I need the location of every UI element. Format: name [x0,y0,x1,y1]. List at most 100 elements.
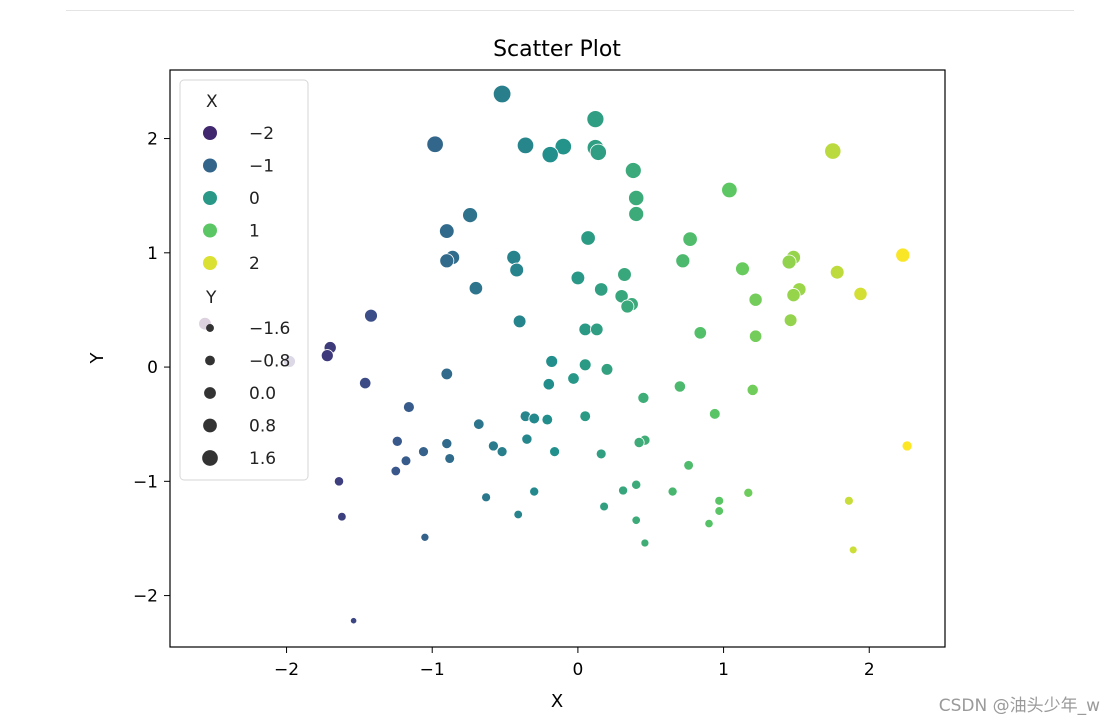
legend-size-entries: −1.6 −0.8 0.0 0.8 1.6 [202,319,290,469]
data-point [617,267,632,282]
x-tick-label: 2 [864,660,875,680]
data-point [529,486,540,497]
data-point [439,253,455,269]
data-point [439,223,455,239]
data-point [620,299,635,314]
legend-hue-marker [203,158,217,173]
data-point [359,376,372,390]
data-point [824,142,842,160]
data-point [487,440,499,452]
data-point [599,501,609,512]
data-point [496,446,508,458]
data-point [693,326,707,340]
plot-frame [169,69,946,648]
legend-hue-entries: −2 −1 0 1 2 [203,124,274,274]
watermark: CSDN @油头少年_w [938,696,1100,716]
data-point [420,532,430,542]
data-point [675,253,691,269]
data-point [640,538,650,548]
legend-size-marker [203,418,217,433]
data-point [673,380,686,393]
data-point [848,545,858,555]
data-point [554,137,572,156]
data-point [426,135,444,153]
data-point [844,495,854,506]
data-point [541,413,554,426]
x-tick-label: −1 [420,660,445,680]
legend-size-marker [202,450,218,466]
data-point [748,329,763,343]
data-point [481,492,492,503]
data-point [748,292,763,307]
data-point [509,262,525,278]
data-point [633,436,645,448]
y-axis: −2 −1 0 1 2 [133,130,170,607]
legend-hue-marker [203,256,217,270]
data-point [567,372,580,385]
data-point [786,288,801,303]
data-point [468,281,484,296]
data-point [590,322,604,337]
data-point [637,391,650,404]
top-divider [66,10,1074,11]
data-point [901,440,913,452]
data-point [683,460,694,471]
data-point [600,363,614,376]
legend-size-label: 0.8 [249,417,276,437]
legend-box [179,79,309,481]
legend-hue-label: −1 [249,157,274,177]
legend-size-title: Y [205,288,217,308]
data-point [570,270,586,286]
data-point [528,412,540,425]
data-points [198,84,913,625]
data-point [521,433,533,445]
data-point [579,410,591,422]
data-point [714,506,724,516]
legend-size-marker [206,324,214,332]
data-point [667,486,678,497]
y-axis-label: Y [87,352,108,365]
data-point [589,143,607,161]
data-point [513,509,523,520]
y-tick-label: 1 [147,244,158,264]
data-point [624,162,642,179]
data-point [829,264,845,280]
x-tick-label: −2 [274,660,299,680]
legend-hue-label: 1 [249,222,260,242]
legend-hue-marker [203,223,217,238]
data-point [628,206,645,222]
y-tick-label: −2 [133,587,158,607]
data-point [541,146,559,164]
x-axis-label: X [551,691,563,712]
legend: X −2 −1 0 1 2 Y −1.6 −0.8 0.0 0.8 1.6 [179,79,309,481]
data-point [462,207,479,224]
legend-hue-label: −2 [249,124,274,144]
legend-hue-title: X [206,92,218,112]
data-point [333,476,345,487]
data-point [337,511,347,522]
data-point [320,349,334,363]
legend-size-label: −1.6 [249,319,290,339]
legend-size-label: −0.8 [249,352,290,372]
data-point [545,355,559,368]
chart-title: Scatter Plot [493,37,621,62]
data-point [403,401,415,413]
legend-hue-label: 0 [249,189,260,209]
data-point [444,453,456,464]
y-tick-label: −1 [133,472,158,492]
y-tick-label: 0 [147,358,158,378]
data-point [895,247,911,263]
data-point [473,418,485,430]
data-point [578,322,592,337]
data-point [746,383,759,396]
data-point [549,446,560,458]
data-point [391,435,403,447]
data-point [853,286,868,301]
data-point [418,446,429,458]
data-point [714,495,725,506]
data-point [721,181,738,199]
legend-hue-marker [203,126,217,140]
data-point [743,487,754,498]
data-point [618,485,629,496]
data-point [631,515,641,525]
